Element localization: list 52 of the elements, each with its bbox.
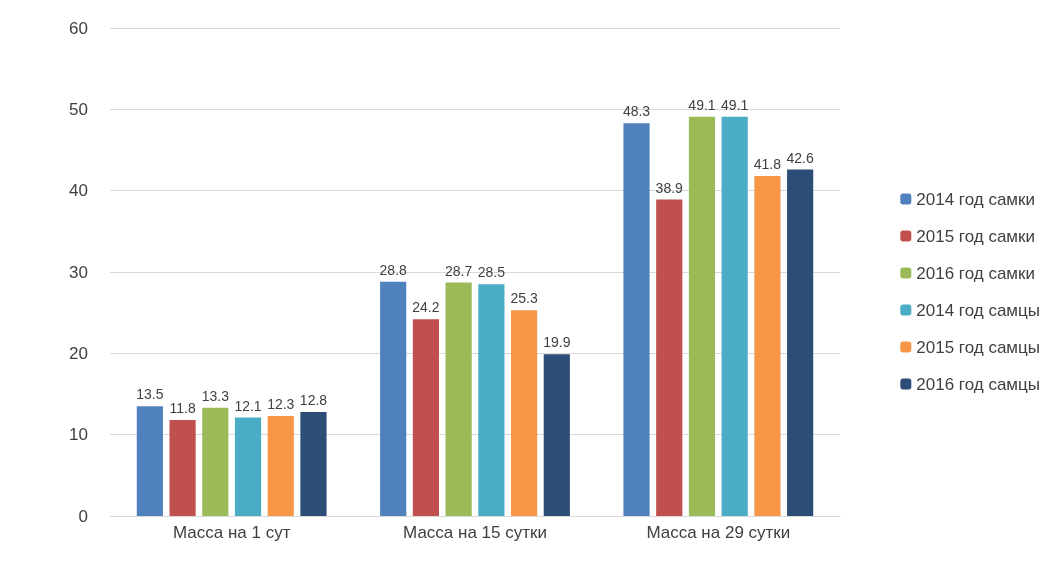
data-label: 12.8 [299, 391, 328, 408]
bar [380, 281, 407, 516]
data-label: 28.7 [445, 262, 473, 279]
y-tick-label: 10 [69, 425, 88, 445]
bar [787, 169, 814, 516]
bar [136, 406, 163, 516]
data-label: 48.3 [622, 103, 651, 120]
data-label: 28.8 [379, 261, 408, 278]
bar [721, 116, 748, 516]
x-tick-label: Масса на 29 сутки [646, 523, 791, 542]
bar [543, 354, 570, 516]
data-label: 12.1 [234, 397, 262, 414]
data-label: 41.8 [753, 156, 782, 173]
legend-label: 2014 год самки [916, 189, 1035, 209]
bar [754, 176, 781, 516]
legend-label: 2016 год самки [916, 263, 1035, 283]
data-label: 19.9 [543, 334, 571, 351]
bar [688, 116, 716, 516]
data-label: 28.5 [477, 264, 506, 281]
bar [300, 411, 327, 516]
bar [623, 123, 650, 516]
data-label: 38.9 [655, 179, 684, 196]
bar [169, 420, 196, 516]
legend-label: 2015 год самцы [916, 337, 1041, 357]
y-tick-label: 40 [69, 181, 88, 201]
bar [234, 417, 262, 516]
data-label: 13.5 [136, 386, 164, 403]
y-tick-label: 0 [78, 506, 88, 526]
x-tick-label: Масса на 15 сутки [403, 523, 547, 542]
data-label: 13.3 [201, 387, 230, 404]
data-label: 12.3 [267, 395, 295, 412]
legend-label: 2015 год самки [916, 226, 1035, 246]
bar [445, 282, 472, 516]
y-tick-label: 30 [69, 262, 88, 282]
data-label: 49.1 [688, 96, 716, 113]
data-label: 11.8 [169, 400, 196, 417]
data-label: 24.2 [412, 299, 440, 316]
x-tick-label: Масса на 1 сут [172, 523, 291, 542]
bar [478, 284, 505, 516]
y-tick-label: 60 [69, 18, 88, 38]
bar [202, 407, 229, 516]
data-label: 49.1 [721, 96, 749, 113]
data-label: 25.3 [510, 290, 538, 307]
legend-label: 2016 год самцы [916, 374, 1041, 394]
bar [412, 319, 439, 516]
bar [656, 199, 683, 516]
y-tick-label: 20 [69, 343, 88, 363]
bar [267, 415, 294, 516]
legend-label: 2014 год самцы [916, 300, 1041, 320]
data-label: 42.6 [786, 149, 814, 166]
bar [511, 310, 538, 516]
y-tick-label: 50 [69, 99, 88, 119]
